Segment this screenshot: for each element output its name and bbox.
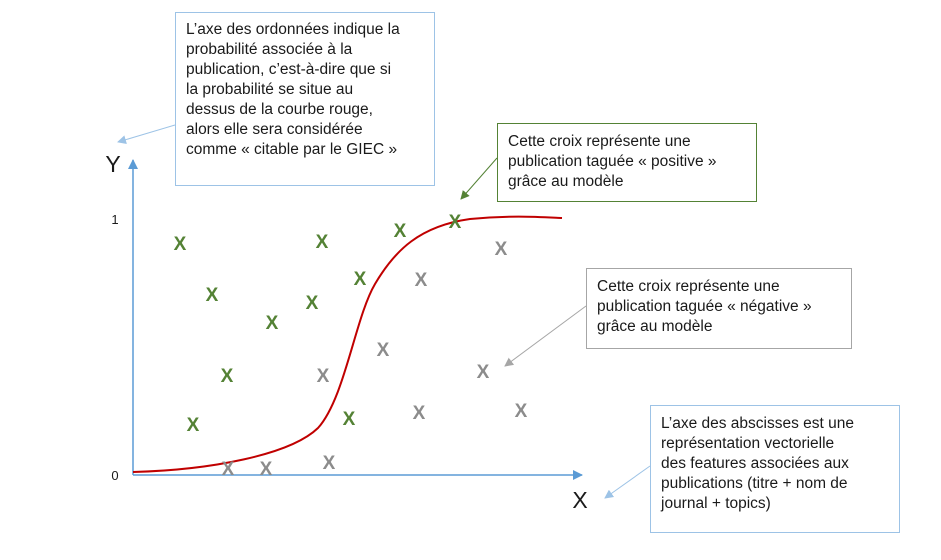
callout-line: grâce au modèle: [508, 173, 624, 190]
negative-cross-marker: X: [260, 459, 273, 480]
negative-cross-marker: X: [495, 239, 508, 260]
callout-line: publications (titre + nom de: [661, 475, 848, 492]
positive-cross-marker: X: [187, 415, 200, 436]
publication-markers: X X X X X X X X X X X X X X X X X X X X X: [174, 212, 528, 480]
y-tick-0: 0: [111, 468, 118, 483]
negative-cross-marker: X: [413, 403, 426, 424]
positive-cross-marker: X: [306, 293, 319, 314]
callout-x-axis-explanation: L’axe des abscisses est une représentati…: [650, 405, 900, 533]
positive-cross-marker: X: [266, 313, 279, 334]
callout-pointer-positive: [460, 157, 498, 200]
positive-cross-marker: X: [206, 285, 219, 306]
negative-cross-marker: X: [323, 453, 336, 474]
negative-cross-marker: X: [477, 362, 490, 383]
callout-line: journal + topics): [661, 495, 771, 512]
negative-cross-marker: X: [515, 401, 528, 422]
negative-cross-marker: X: [317, 366, 330, 387]
callout-negative-marker: Cette croix représente une publication t…: [586, 268, 852, 349]
positive-cross-marker: X: [394, 221, 407, 242]
callout-pointer-negative: [504, 305, 587, 367]
y-axis-label: Y: [105, 151, 120, 177]
callout-line: publication, c’est-à-dire que si: [186, 61, 392, 78]
callout-line: la probabilité se situe au: [186, 81, 354, 98]
callout-y-axis-explanation: L’axe des ordonnées indique la probabili…: [175, 12, 435, 186]
callout-line: probabilité associée à la: [186, 41, 353, 58]
sigmoid-curve: [132, 215, 563, 473]
negative-cross-marker: X: [415, 270, 428, 291]
y-tick-1: 1: [111, 212, 118, 227]
positive-cross-marker: X: [449, 212, 462, 233]
callout-pointer-x-axis: [604, 465, 651, 499]
callout-line: représentation vectorielle: [661, 435, 835, 452]
positive-cross-marker: X: [343, 409, 356, 430]
callout-line: des features associées aux: [661, 455, 849, 472]
negative-cross-marker: X: [377, 340, 390, 361]
callout-line: L’axe des abscisses est une: [661, 415, 855, 432]
callout-line: L’axe des ordonnées indique la: [186, 21, 400, 38]
callout-line: alors elle sera considérée: [186, 121, 363, 138]
x-axis-label: X: [572, 487, 587, 513]
callout-line: dessus de la courbe rouge,: [186, 101, 373, 118]
callout-line: Cette croix représente une: [508, 133, 691, 150]
callout-line: grâce au modèle: [597, 318, 713, 335]
callout-line: publication taguée « négative »: [597, 298, 812, 315]
positive-cross-marker: X: [221, 366, 234, 387]
positive-cross-marker: X: [316, 232, 329, 253]
positive-cross-marker: X: [174, 234, 187, 255]
callout-line: Cette croix représente une: [597, 278, 780, 295]
callout-line: comme « citable par le GIEC »: [186, 141, 398, 158]
callout-line: publication taguée « positive »: [508, 153, 717, 170]
callout-positive-marker: Cette croix représente une publication t…: [497, 123, 757, 202]
callout-pointer-y-axis: [117, 124, 176, 145]
positive-cross-marker: X: [354, 269, 367, 290]
negative-cross-marker: X: [222, 459, 235, 480]
